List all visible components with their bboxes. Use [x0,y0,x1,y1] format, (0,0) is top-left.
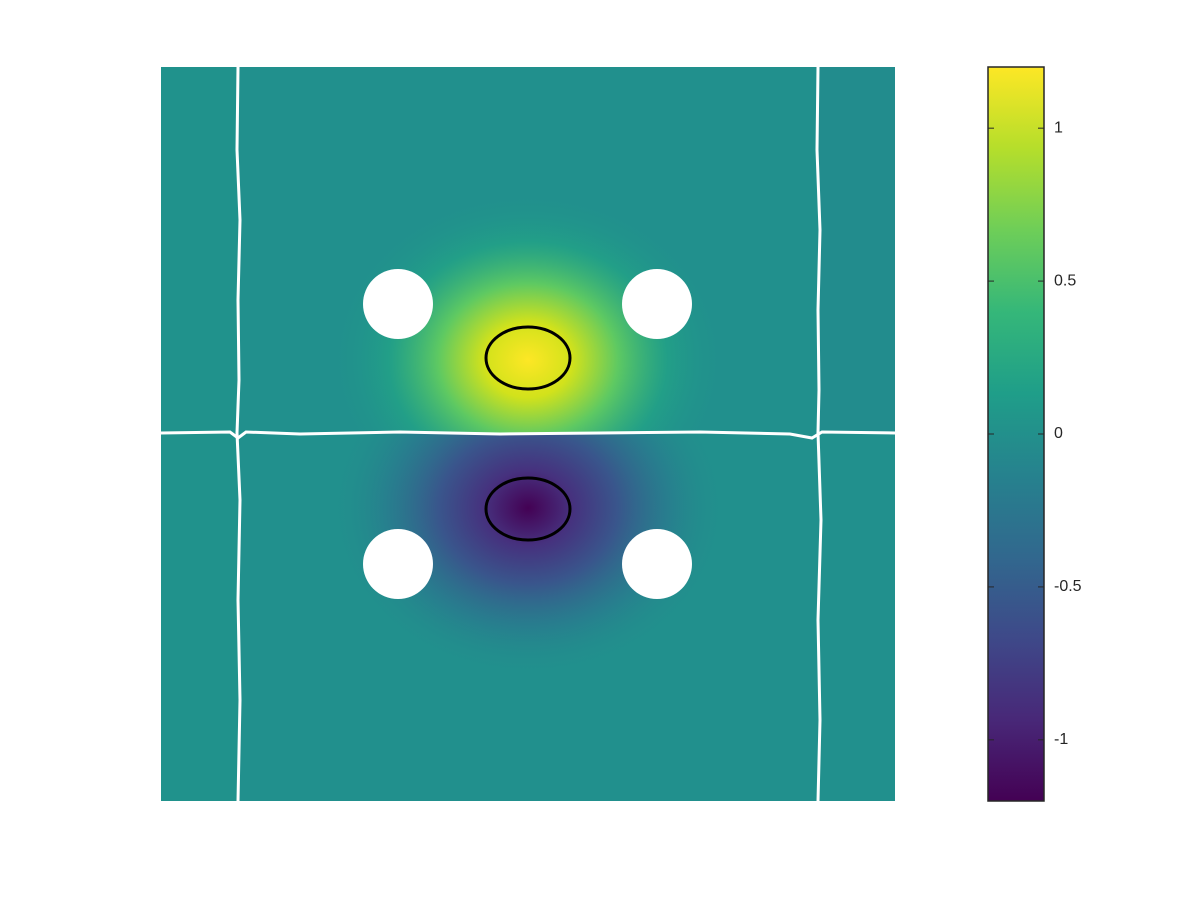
contour [484,476,572,542]
hole [363,269,433,339]
boundary-line [160,430,896,440]
boundary-line [815,66,823,802]
hole [363,529,433,599]
contour [484,325,572,391]
colorbar-tick-label: -0.5 [1054,578,1082,595]
colorbar-tick-label: 1 [1054,119,1063,136]
negative-region [161,433,895,801]
positive-region [161,67,895,433]
colorbar-tick-label: -1 [1054,731,1068,748]
hole [622,269,692,339]
field [160,66,896,802]
colorbar [987,66,1045,802]
boundary-line [235,66,242,802]
colorbar-tick-label: 0.5 [1054,272,1076,289]
hole [622,529,692,599]
colorbar-tick-label: 0 [1054,425,1063,442]
